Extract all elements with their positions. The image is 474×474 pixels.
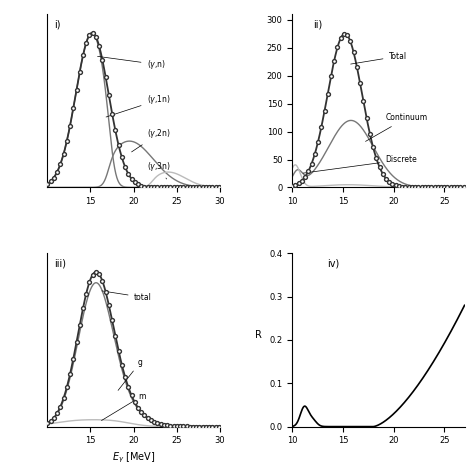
Text: Total: Total <box>351 52 407 64</box>
Text: ii): ii) <box>313 19 322 29</box>
Text: ($\gamma$,3n): ($\gamma$,3n) <box>146 160 171 179</box>
X-axis label: $E_{\gamma}$ [MeV]: $E_{\gamma}$ [MeV] <box>112 451 155 465</box>
Text: iv): iv) <box>327 258 339 269</box>
Text: Discrete: Discrete <box>303 155 417 173</box>
Text: total: total <box>102 291 152 302</box>
Text: i): i) <box>55 19 61 29</box>
Text: ($\gamma$,1n): ($\gamma$,1n) <box>106 93 171 117</box>
Text: g: g <box>118 358 143 391</box>
Y-axis label: R: R <box>255 330 262 340</box>
Text: Continuum: Continuum <box>365 113 428 141</box>
Text: m: m <box>101 392 145 420</box>
Text: ($\gamma$,n): ($\gamma$,n) <box>98 56 165 71</box>
Text: iii): iii) <box>55 258 66 269</box>
Text: ($\gamma$,2n): ($\gamma$,2n) <box>132 128 171 152</box>
